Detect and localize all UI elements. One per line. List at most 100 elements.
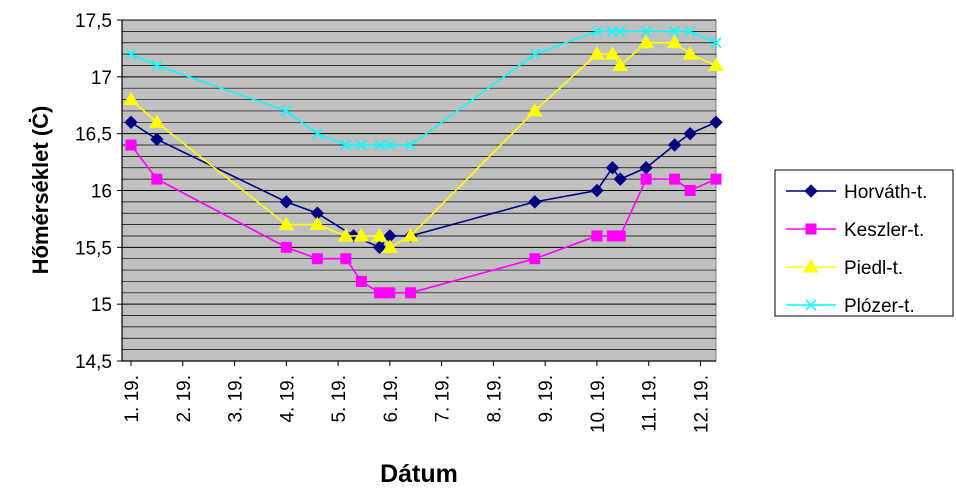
data-point-stroke — [125, 48, 137, 60]
data-point — [604, 46, 621, 60]
y-axis-title: Hőmérséklet (Ċ) — [28, 106, 53, 275]
x-tick-label: 9. 19. — [536, 375, 557, 423]
x-tick-label: 12. 19. — [691, 375, 712, 433]
y-tick-label: 16 — [91, 182, 112, 203]
y-tick-label: 15,5 — [75, 238, 112, 259]
data-point — [381, 239, 398, 253]
data-point — [640, 173, 652, 185]
data-point-stroke — [606, 25, 618, 37]
data-point — [528, 195, 542, 209]
data-point — [373, 139, 386, 151]
data-point — [309, 216, 326, 231]
data-point — [667, 138, 682, 152]
data-point — [669, 173, 681, 185]
data-point — [402, 227, 419, 242]
data-point-stroke — [614, 25, 626, 37]
data-point — [605, 161, 620, 175]
x-axis-title: Dátum — [380, 460, 458, 488]
data-point-stroke — [384, 139, 396, 151]
data-point — [123, 91, 139, 106]
data-point — [151, 59, 163, 71]
x-tick-label: 11. 19. — [640, 375, 661, 432]
legend-label: Horváth-t. — [844, 182, 927, 203]
x-tick-label: 2. 19. — [174, 375, 195, 423]
data-point-stroke — [151, 59, 163, 71]
x-tick-label: 7. 19. — [433, 375, 454, 423]
data-point — [614, 230, 626, 242]
data-point — [311, 253, 323, 265]
data-point — [526, 102, 543, 117]
axes — [117, 19, 716, 366]
y-tick-label: 17,5 — [75, 11, 112, 32]
legend-label: Keszler-t. — [844, 220, 924, 241]
data-point — [709, 115, 723, 130]
data-point — [640, 25, 652, 37]
legend-box — [774, 169, 954, 317]
data-point — [372, 240, 387, 255]
data-point — [384, 287, 396, 299]
data-point — [529, 253, 541, 265]
x-tick-label: 3. 19. — [226, 375, 247, 423]
y-tick-label: 16,5 — [75, 125, 112, 146]
legend-label: Piedl-t. — [844, 258, 903, 279]
data-point-stroke — [355, 139, 367, 151]
legend-entry: Keszler-t. — [786, 220, 924, 241]
x-tick-label: 10. 19. — [588, 375, 609, 433]
data-point — [710, 173, 722, 185]
data-point-stroke — [640, 25, 652, 37]
x-tick-labels: 1. 19. 2. 19. 3. 19. 4. 19. 5. 19. 6. 19. 7. 1… — [122, 375, 712, 433]
data-point — [529, 48, 541, 60]
data-point — [606, 25, 618, 37]
data-point — [278, 216, 295, 231]
data-point — [669, 25, 681, 37]
data-point — [353, 227, 370, 242]
data-point-stroke — [591, 25, 603, 37]
legend: Horváth-t. Keszler-t. Piedl-t. Plózer-t. — [774, 169, 954, 317]
data-point — [373, 287, 385, 299]
data-point — [279, 195, 294, 209]
data-point — [337, 227, 354, 242]
series-3 — [125, 25, 722, 151]
data-point — [710, 37, 722, 49]
series-0 — [124, 115, 723, 255]
data-point — [280, 241, 292, 253]
data-point — [589, 46, 605, 60]
x-tick-label: 5. 19. — [329, 375, 350, 423]
data-point-stroke — [405, 139, 417, 151]
data-point-stroke — [280, 105, 292, 117]
y-tick-label: 14,5 — [75, 352, 112, 373]
series-1 — [125, 139, 722, 299]
data-point-stroke — [340, 139, 352, 151]
data-point — [613, 172, 627, 186]
data-point-stroke — [669, 25, 681, 37]
y-tick-labels: 14,5 15 15,5 16 16,5 17 17,5 — [75, 11, 112, 373]
data-point — [150, 132, 164, 147]
data-point — [684, 185, 696, 196]
series-2 — [123, 34, 724, 253]
data-point — [682, 46, 698, 60]
data-point — [614, 25, 626, 37]
data-point — [591, 25, 603, 37]
data-point — [280, 105, 292, 117]
data-point — [371, 227, 388, 242]
data-point — [684, 25, 696, 37]
data-point — [803, 259, 819, 273]
legend-entry: Piedl-t. — [786, 258, 903, 279]
data-point — [340, 253, 352, 265]
data-point-stroke — [684, 25, 696, 37]
legend-entry: Horváth-t. — [786, 182, 927, 203]
data-point — [311, 128, 323, 140]
data-point-stroke — [311, 128, 323, 140]
data-point — [805, 223, 817, 235]
data-point — [405, 139, 417, 151]
x-tick-label: 4. 19. — [277, 375, 298, 423]
data-point — [638, 34, 654, 49]
data-point — [612, 57, 629, 71]
data-point — [805, 299, 817, 311]
y-tick-label: 15 — [91, 295, 112, 316]
data-point — [590, 183, 604, 198]
series-group — [123, 25, 724, 299]
legend-label: Plózer-t. — [844, 296, 915, 317]
